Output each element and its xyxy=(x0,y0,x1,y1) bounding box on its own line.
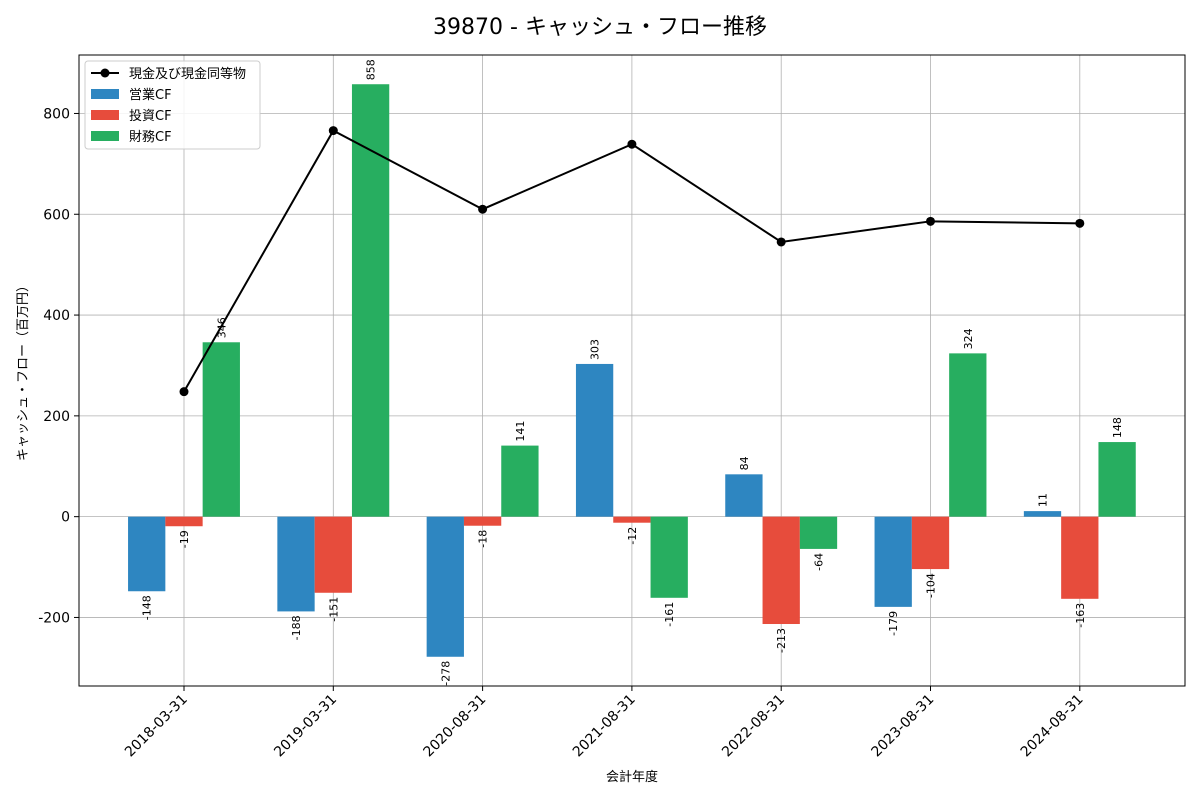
bar-value-label: -179 xyxy=(887,611,900,636)
bar-value-label: -19 xyxy=(178,530,191,548)
bar xyxy=(128,516,166,592)
legend-bar-swatch xyxy=(91,131,119,141)
bar-value-label: -151 xyxy=(327,597,340,622)
bar-value-label: 303 xyxy=(589,339,602,360)
bar-layer: -148 -188 -278 303 84 -179 11 -19 -151 -18 -12 -213… xyxy=(128,59,1136,686)
bar-value-label: -104 xyxy=(925,573,938,598)
bar-value-label: -12 xyxy=(626,527,639,545)
bar-value-label: -163 xyxy=(1074,603,1087,628)
bar xyxy=(1061,516,1099,599)
legend-entry: 投資CF xyxy=(129,108,172,124)
bar-value-label: 11 xyxy=(1037,493,1050,507)
bar xyxy=(165,516,203,527)
cash-point xyxy=(179,387,189,397)
bar-value-label: -64 xyxy=(813,553,826,571)
bar-value-label: 858 xyxy=(365,59,378,80)
legend-marker-swatch xyxy=(100,68,110,78)
bar xyxy=(351,84,390,517)
bar xyxy=(501,445,539,517)
legend-box xyxy=(84,60,261,150)
x-axis-label: 会計年度 xyxy=(606,769,658,785)
bar-value-label: 148 xyxy=(1111,417,1124,438)
cash-point xyxy=(1075,218,1085,228)
bar xyxy=(650,516,688,598)
bar-value-label: -213 xyxy=(775,628,788,653)
y-tick-label: 600 xyxy=(43,207,70,223)
legend-entry: 営業CF xyxy=(129,87,172,103)
bar xyxy=(1023,511,1062,517)
y-tick-label: 800 xyxy=(43,106,70,122)
y-tick-label: 0 xyxy=(61,510,70,526)
chart-title: 39870 - キャッシュ・フロー推移 xyxy=(433,15,767,40)
bar-value-label: -18 xyxy=(477,530,490,548)
bar xyxy=(1098,442,1136,517)
bar xyxy=(463,516,502,526)
bar xyxy=(799,516,838,549)
bar-value-label: 324 xyxy=(962,328,975,349)
bar-value-label: -148 xyxy=(141,595,154,620)
cash-point xyxy=(627,139,637,149)
line-layer xyxy=(179,126,1085,397)
y-axis-label: キャッシュ・フロー（百万円） xyxy=(16,279,31,461)
bar-value-label: -278 xyxy=(439,661,452,686)
bar-value-label: -161 xyxy=(663,602,676,627)
bar xyxy=(314,516,352,593)
legend-entry: 財務CF xyxy=(129,130,172,145)
bar xyxy=(874,516,912,607)
legend-bar-swatch xyxy=(91,89,119,99)
bar-value-label: 141 xyxy=(514,421,527,442)
bar xyxy=(762,516,800,625)
bar-value-label: -188 xyxy=(290,615,303,640)
bar xyxy=(949,353,987,517)
y-tick-label: 400 xyxy=(43,308,70,324)
bar xyxy=(613,516,651,523)
bar xyxy=(426,516,464,657)
bar xyxy=(202,342,240,517)
cash-point xyxy=(776,237,786,247)
cash-point xyxy=(478,204,488,214)
bar xyxy=(575,363,614,517)
cash-point xyxy=(926,216,935,226)
legend-bar-swatch xyxy=(91,110,119,120)
cash-point xyxy=(328,126,338,136)
bar-value-label: 84 xyxy=(738,456,751,470)
legend-entry: 現金及び現金同等物 xyxy=(129,66,246,82)
bar xyxy=(911,516,950,570)
y-tick-label: -200 xyxy=(38,610,70,626)
bar xyxy=(725,474,763,517)
bar xyxy=(277,516,315,612)
y-tick-label: 200 xyxy=(43,409,70,425)
